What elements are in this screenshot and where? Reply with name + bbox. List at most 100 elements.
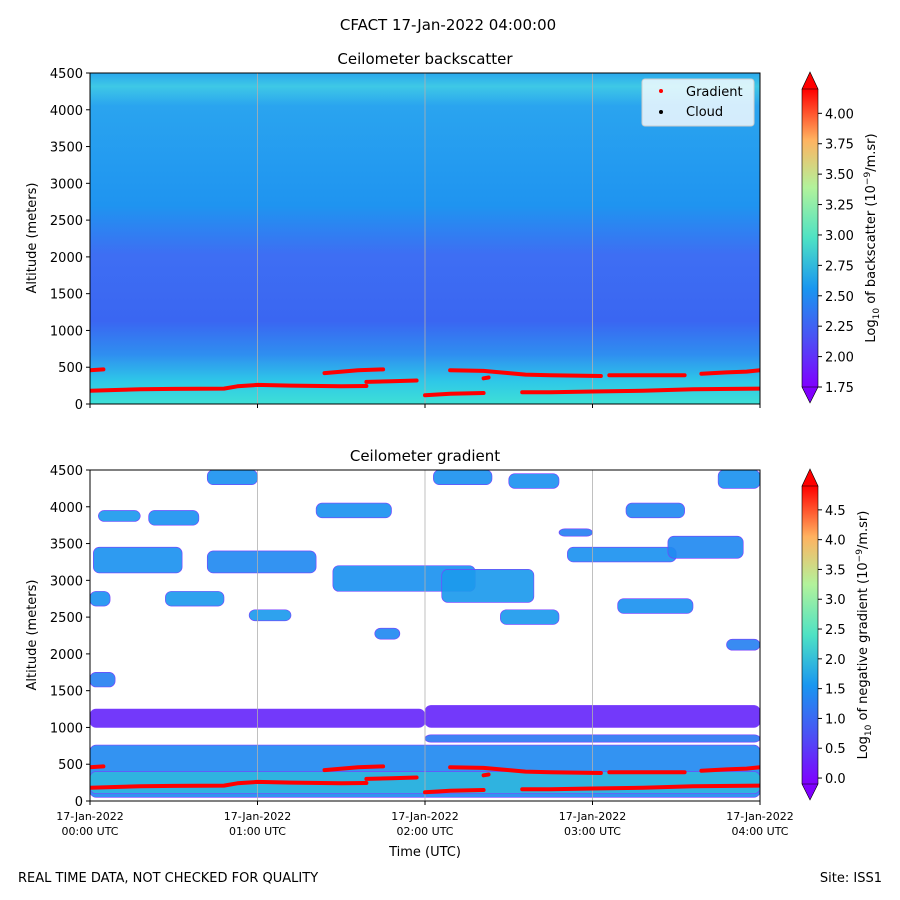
colorbar-tick-label: 2.0 — [825, 653, 846, 668]
gradient-cell-patch — [726, 638, 760, 651]
colorbar-tick-label: 1.75 — [825, 381, 854, 396]
gradient-cell-patch — [558, 528, 593, 537]
y-tick-label: 1500 — [50, 685, 83, 700]
gradient-cell-patch — [165, 591, 225, 607]
y-tick-label: 2500 — [50, 611, 83, 626]
backscatter-colorbar: 1.75 2.00 2.25 2.50 2.75 3.00 3.25 3.50 3.75 4.00… — [801, 71, 882, 404]
colorbar-tick-label: 2.25 — [825, 320, 854, 335]
backscatter-hour-grid — [257, 73, 593, 404]
y-tick-label: 3500 — [50, 538, 83, 553]
y-tick-label: 2500 — [50, 214, 83, 229]
y-tick-label: 2000 — [50, 648, 83, 663]
footer-quality-note: REAL TIME DATA, NOT CHECKED FOR QUALITY — [18, 871, 318, 886]
colorbar-tick-label: 3.50 — [825, 168, 854, 183]
gradient-title: Ceilometer gradient — [350, 447, 500, 465]
y-tick-label: 0 — [75, 398, 83, 413]
gradient-line-segment — [520, 783, 760, 792]
legend-cloud-marker — [659, 110, 663, 114]
gradient-cell-patch — [206, 470, 258, 486]
x-tick-time-label: 01:00 UTC — [229, 825, 286, 838]
y-tick-label: 1000 — [50, 721, 83, 736]
gradient-ylabel: Altitude (meters) — [25, 580, 40, 691]
colorbar-tick-label: 2.50 — [825, 290, 854, 305]
footer-site-label: Site: ISS1 — [820, 871, 882, 886]
gradient-line-segment — [481, 772, 491, 778]
gradient-panel: Ceilometer gradient 0 500 1000 1500 2000 2500… — [25, 447, 874, 860]
gradient-line-segment — [520, 386, 760, 395]
y-tick-label: 0 — [75, 795, 83, 810]
gradient-cell-patch — [500, 609, 560, 625]
gradient-line-segment — [322, 367, 386, 376]
y-tick-label: 2000 — [50, 251, 83, 266]
gradient-cell-patch — [148, 510, 200, 526]
gradient-line-segment — [423, 788, 486, 795]
gradient-line-segment — [364, 775, 419, 781]
y-tick-label: 3000 — [50, 177, 83, 192]
gradient-xlabel: Time (UTC) — [388, 845, 461, 860]
colorbar-tick-label: 3.0 — [825, 593, 846, 608]
gradient-line-segment — [699, 765, 760, 773]
x-tick-time-label: 04:00 UTC — [731, 825, 788, 838]
colorbar-tick-label: 1.0 — [825, 712, 846, 727]
gradient-cell-patch — [206, 550, 317, 574]
colorbar-tick-label: 3.75 — [825, 138, 854, 153]
gradient-cell-patch — [248, 609, 292, 622]
gradient-cell-patch — [98, 510, 141, 522]
colorbar-tick-label: 3.00 — [825, 229, 854, 244]
gradient-cell-patch — [567, 546, 677, 563]
gradient-line-segment — [699, 368, 760, 376]
gradient-line-segment — [481, 375, 491, 381]
colorbar-tick-label: 4.00 — [825, 107, 854, 122]
legend-box — [641, 78, 755, 127]
gradient-cell-patch — [617, 598, 694, 614]
gradient-cell-patch — [315, 502, 392, 519]
colorbar-tick-label: 3.25 — [825, 199, 854, 214]
x-tick-time-label: 02:00 UTC — [396, 825, 453, 838]
gradient-cell-patch — [90, 591, 111, 607]
colorbar-tick-label: 2.00 — [825, 351, 854, 366]
colorbar-tick-label: 2.5 — [825, 623, 846, 638]
gradient-cell-patch — [667, 535, 744, 559]
gradient-colorbar-max-arrow — [801, 468, 819, 487]
x-tick-date-label: 17-Jan-2022 — [559, 810, 627, 823]
gradient-line-segment — [448, 765, 603, 775]
backscatter-colorbar-bar — [802, 89, 818, 387]
backscatter-colorbar-max-arrow — [801, 71, 819, 90]
backscatter-y-axis: 0 500 1000 1500 2000 2500 3000 3500 4000 4500 — [50, 67, 90, 413]
gradient-line-segment — [90, 764, 106, 770]
x-tick-date-label: 17-Jan-2022 — [391, 810, 459, 823]
gradient-colorbar-min-arrow — [801, 783, 819, 801]
gradient-line-segment — [364, 378, 419, 384]
gradient-cell-patch — [374, 627, 401, 640]
y-tick-label: 4500 — [50, 67, 83, 82]
gradient-line-segment — [90, 779, 369, 790]
backscatter-panel: Ceilometer backscatter 0 500 1000 1500 2000 2… — [25, 50, 882, 413]
colorbar-tick-label: 2.75 — [825, 259, 854, 274]
gradient-colorbar-ticks: 0.0 0.5 1.0 1.5 2.0 2.5 3.0 3.5 4.0 4.5 — [818, 504, 846, 787]
backscatter-title: Ceilometer backscatter — [337, 50, 513, 68]
backscatter-x-axis — [89, 404, 761, 408]
y-tick-label: 1500 — [50, 288, 83, 303]
gradient-cell-patch — [717, 470, 760, 489]
gradient-colorbar-label: Log10 of negative gradient (10−9/m.sr) — [855, 511, 874, 760]
y-tick-label: 3500 — [50, 141, 83, 156]
gradient-colorbar-bar — [802, 486, 818, 784]
colorbar-tick-label: 0.5 — [825, 742, 846, 757]
backscatter-colorbar-label: Log10 of backscatter (10−9/m.sr) — [863, 133, 882, 342]
legend: Gradient Cloud — [641, 78, 755, 127]
gradient-cell-patch — [441, 568, 535, 603]
gradient-cell-patch — [625, 502, 685, 519]
gradient-series — [90, 367, 760, 398]
x-tick-date-label: 17-Jan-2022 — [56, 810, 124, 823]
gradient-series-overlay — [90, 764, 760, 795]
gradient-colorbar: 0.0 0.5 1.0 1.5 2.0 2.5 3.0 3.5 4.0 4.5 Log10 of … — [801, 468, 874, 801]
legend-cloud-label: Cloud — [686, 105, 723, 120]
gradient-cell-patch — [433, 470, 493, 486]
gradient-line-segment — [423, 391, 486, 398]
gradient-line-segment — [322, 764, 386, 773]
figure-title: CFACT 17-Jan-2022 04:00:00 — [340, 16, 556, 34]
y-tick-label: 1000 — [50, 324, 83, 339]
gradient-x-axis: 17-Jan-2022 00:00 UTC 17-Jan-2022 01:00 UTC… — [56, 801, 794, 838]
gradient-hour-grid — [257, 470, 593, 801]
